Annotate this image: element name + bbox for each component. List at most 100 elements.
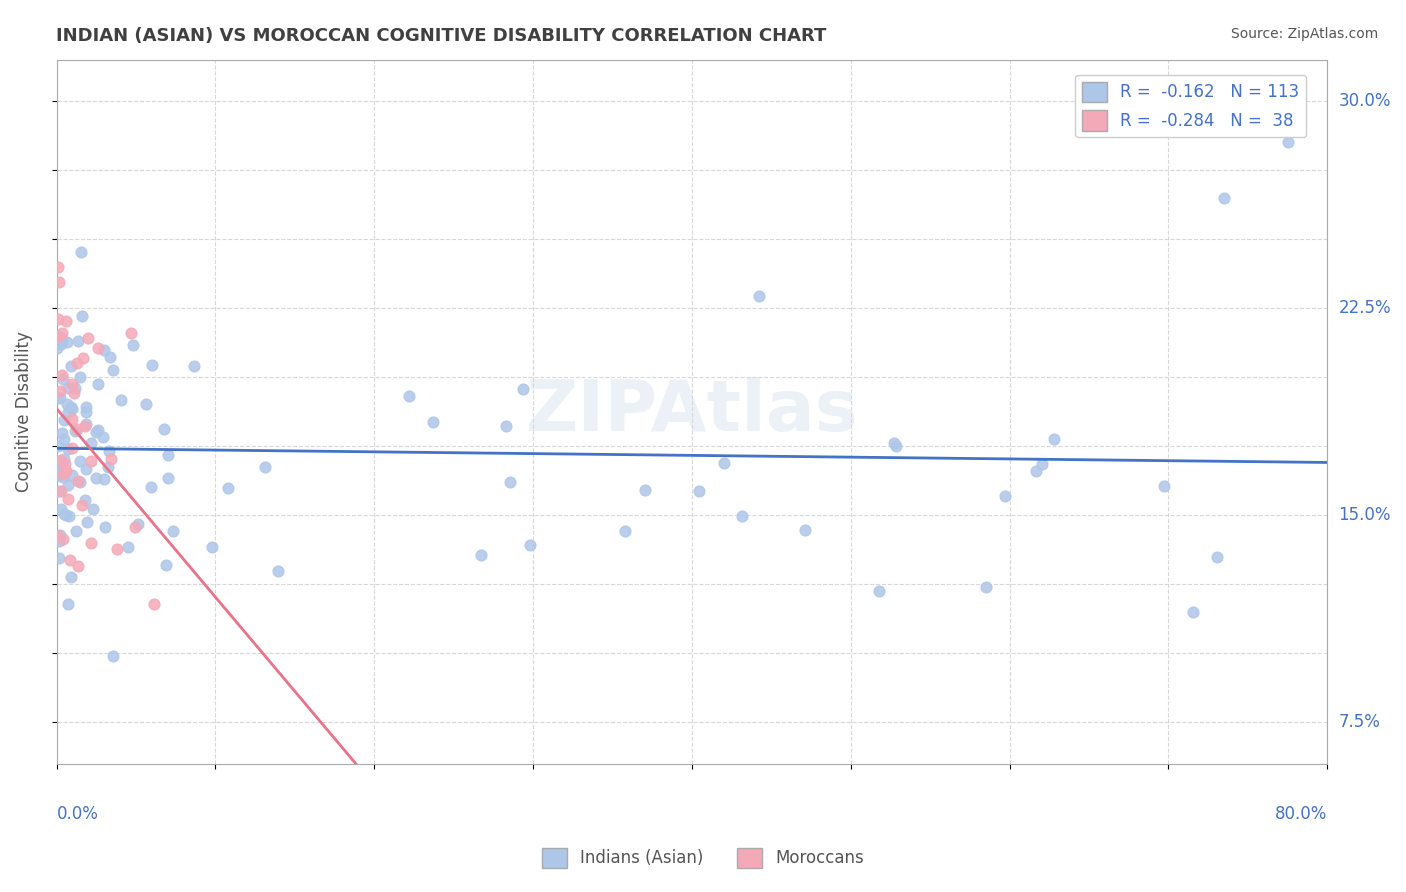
Text: 30.0%: 30.0%: [1339, 92, 1391, 110]
Point: [46, 341, 69, 355]
Point: [48, 392, 70, 406]
Point: [52, 372, 75, 386]
Point: [60, 377, 83, 392]
Text: ZIPAtlas: ZIPAtlas: [526, 377, 858, 446]
Point: [84, 471, 107, 485]
Point: [495, 418, 517, 433]
Point: [49, 483, 72, 498]
Point: [94, 520, 117, 534]
Point: [52, 452, 75, 467]
Point: [93, 343, 115, 357]
Point: [1181, 605, 1204, 619]
Point: [55, 508, 77, 523]
Point: [75, 405, 97, 419]
Point: [55, 463, 77, 477]
Point: [75, 492, 97, 507]
Point: [62, 385, 84, 400]
Y-axis label: Cognitive Disability: Cognitive Disability: [15, 331, 32, 492]
Point: [66, 558, 89, 573]
Text: 22.5%: 22.5%: [1339, 299, 1391, 318]
Point: [58, 478, 80, 492]
Point: [76, 331, 98, 345]
Point: [56, 597, 79, 611]
Point: [72, 498, 94, 512]
Point: [56, 334, 79, 349]
Point: [72, 351, 94, 365]
Point: [519, 539, 541, 553]
Point: [93, 430, 115, 444]
Point: [101, 363, 124, 377]
Point: [974, 580, 997, 594]
Point: [55, 464, 77, 478]
Point: [156, 471, 179, 485]
Point: [52, 470, 75, 484]
Point: [87, 423, 110, 437]
Point: [49, 501, 72, 516]
Point: [59, 553, 82, 567]
Point: [60, 468, 83, 483]
Point: [688, 483, 710, 498]
Point: [45, 392, 67, 406]
Point: [55, 314, 77, 328]
Point: [155, 558, 177, 572]
Point: [51, 368, 73, 382]
Point: [127, 516, 149, 531]
Point: [66, 356, 89, 370]
Point: [1031, 457, 1053, 471]
Point: [80, 436, 103, 450]
Text: 15.0%: 15.0%: [1339, 507, 1391, 524]
Point: [53, 413, 76, 427]
Point: [87, 342, 110, 356]
Point: [56, 405, 79, 419]
Point: [51, 334, 73, 348]
Point: [55, 397, 77, 411]
Point: [63, 381, 86, 395]
Point: [66, 475, 89, 489]
Point: [994, 489, 1017, 503]
Point: [51, 326, 73, 341]
Point: [80, 454, 103, 468]
Legend: Indians (Asian), Moroccans: Indians (Asian), Moroccans: [536, 841, 870, 875]
Point: [52, 462, 75, 476]
Point: [60, 412, 83, 426]
Point: [58, 508, 80, 523]
Point: [1153, 479, 1175, 493]
Point: [51, 426, 73, 441]
Point: [49, 337, 72, 351]
Text: Source: ZipAtlas.com: Source: ZipAtlas.com: [1230, 27, 1378, 41]
Point: [100, 452, 122, 467]
Text: 80.0%: 80.0%: [1275, 805, 1327, 823]
Point: [51, 331, 73, 345]
Point: [52, 467, 75, 481]
Point: [63, 424, 86, 438]
Point: [48, 275, 70, 289]
Point: [422, 415, 444, 429]
Point: [46, 331, 69, 345]
Point: [253, 460, 276, 475]
Point: [82, 502, 104, 516]
Point: [48, 533, 70, 548]
Point: [713, 456, 735, 470]
Point: [46, 260, 69, 274]
Point: [69, 475, 91, 489]
Point: [748, 289, 770, 303]
Point: [75, 417, 97, 432]
Point: [52, 532, 75, 546]
Point: [56, 442, 79, 456]
Point: [141, 358, 163, 372]
Point: [70, 310, 93, 324]
Point: [80, 535, 103, 549]
Point: [499, 475, 522, 490]
Point: [51, 465, 73, 479]
Point: [267, 565, 290, 579]
Point: [46, 328, 69, 343]
Point: [884, 439, 907, 453]
Point: [70, 245, 93, 260]
Point: [124, 520, 146, 534]
Point: [731, 509, 754, 524]
Point: [76, 515, 98, 529]
Point: [398, 389, 420, 403]
Point: [868, 584, 890, 599]
Point: [1043, 433, 1066, 447]
Point: [59, 359, 82, 374]
